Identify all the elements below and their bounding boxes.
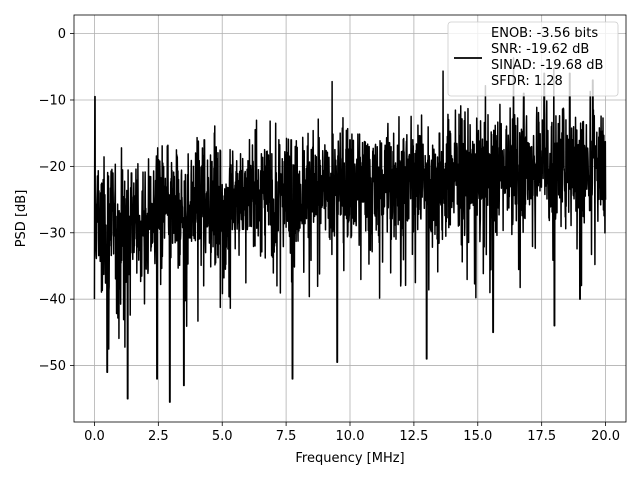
- x-axis-label: Frequency [MHz]: [295, 451, 404, 466]
- legend: ENOB: -3.56 bits SNR: -19.62 dB SINAD: -…: [447, 21, 619, 97]
- x-tick-label: 0.0: [84, 429, 105, 444]
- axis-ticks: 0.0 2.5 5.0 7.5 10.0 12.5 15.0 17.5 20.0 0 −10 −20 −…: [39, 27, 620, 444]
- series-layer: [93, 57, 607, 403]
- legend-sinad: SINAD: -19.68 dB: [491, 58, 603, 73]
- y-tick-label: −50: [39, 359, 66, 374]
- legend-sfdr: SFDR: 1.28: [491, 74, 563, 89]
- x-tick-label: 17.5: [527, 429, 556, 444]
- y-tick-label: −30: [39, 226, 66, 241]
- x-tick-label: 5.0: [212, 429, 233, 444]
- y-tick-label: −20: [39, 160, 66, 175]
- y-tick-label: −40: [39, 293, 66, 308]
- x-tick-label: 20.0: [591, 429, 620, 444]
- legend-snr: SNR: -19.62 dB: [491, 42, 589, 57]
- y-tick-label: −10: [39, 93, 66, 108]
- x-tick-label: 15.0: [463, 429, 492, 444]
- x-tick-label: 7.5: [276, 429, 297, 444]
- y-tick-label: 0: [58, 27, 66, 42]
- legend-enob: ENOB: -3.56 bits: [491, 26, 598, 41]
- x-tick-label: 10.0: [336, 429, 365, 444]
- y-axis-label: PSD [dB]: [14, 190, 29, 248]
- x-tick-label: 2.5: [148, 429, 169, 444]
- legend-box: [447, 21, 619, 97]
- x-tick-label: 12.5: [399, 429, 428, 444]
- psd-series-line: [93, 57, 607, 403]
